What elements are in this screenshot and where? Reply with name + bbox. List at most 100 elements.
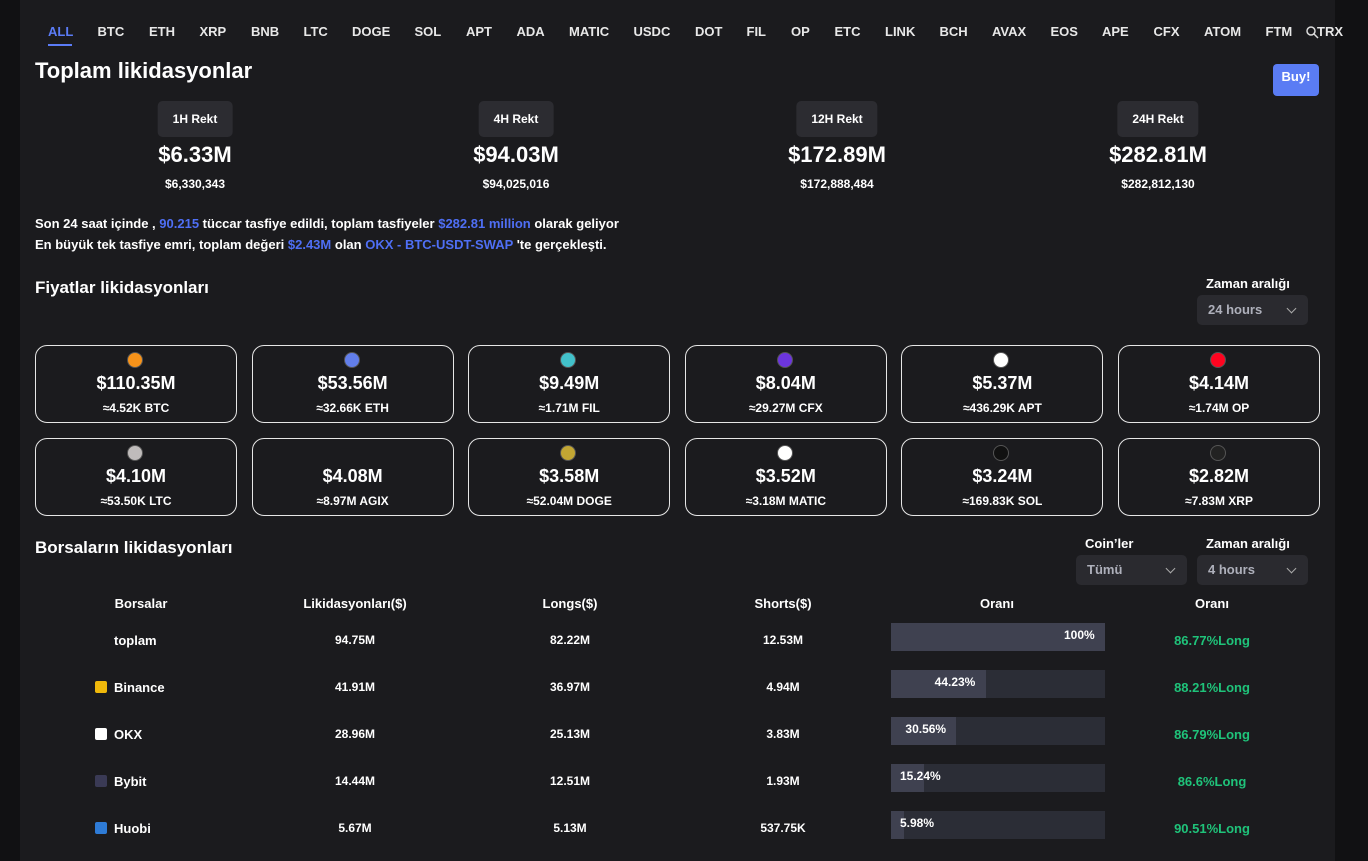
tab[interactable]: SOL [414, 24, 442, 39]
summary-title: Toplam likidasyonlar [35, 58, 253, 83]
tab[interactable]: BCH [939, 24, 968, 39]
table-header: Borsalar [114, 596, 168, 611]
coin-card[interactable] [251, 345, 454, 423]
rate-label: 100% [1064, 628, 1095, 642]
card-sub: ≈29.27M CFX [748, 401, 823, 415]
coin-icon [560, 445, 577, 461]
card-sub: ≈8.97M AGIX [316, 494, 389, 508]
tab[interactable]: CFX [1153, 24, 1180, 39]
coin-card[interactable] [468, 438, 671, 516]
table-cell: 3.83M [766, 727, 800, 741]
largest-amount: $2.43M [287, 237, 332, 252]
tab[interactable]: ADA [516, 24, 545, 39]
card-amount: $53.56M [317, 373, 388, 393]
rate-bar-bg [891, 764, 1105, 792]
rekt-short: $282.81M [1109, 142, 1207, 167]
rekt-label: 1H Rekt [157, 101, 233, 137]
coin-card[interactable] [684, 345, 887, 423]
coin-card[interactable] [1118, 345, 1320, 423]
long-ratio: 86.6%Long [1177, 774, 1247, 789]
tab[interactable]: BNB [251, 24, 280, 39]
tab[interactable]: LINK [885, 24, 916, 39]
card-sub: ≈52.04M DOGE [526, 494, 612, 508]
long-ratio: 86.79%Long [1174, 727, 1250, 742]
tab[interactable]: TRX [1317, 24, 1343, 39]
tab[interactable]: DOT [695, 24, 723, 39]
card-amount: $110.35M [96, 373, 176, 393]
tab[interactable]: XRP [199, 24, 227, 39]
exchange-name: Huobi [114, 821, 151, 836]
table-cell: 14.44M [334, 774, 376, 788]
rate-label: 30.56% [905, 722, 947, 736]
tab[interactable]: APT [466, 24, 492, 39]
table-cell: 4.94M [766, 680, 800, 694]
exchange-icon [95, 775, 107, 787]
tab[interactable]: ATOM [1204, 24, 1242, 39]
card-amount: $3.58M [539, 466, 600, 486]
tab[interactable]: ETC [834, 24, 861, 39]
card-amount: $4.14M [1188, 373, 1250, 393]
tab[interactable]: ALL [48, 24, 74, 39]
coin-icon [993, 352, 1010, 368]
exchange-icon [95, 681, 107, 693]
text: tüccar tasfiye edildi, toplam tasfiyeler [202, 216, 435, 231]
table-cell: 537.75K [760, 821, 806, 835]
search-icon[interactable] [1306, 26, 1319, 39]
trader-count: 90.215 [159, 216, 200, 231]
coin-icon [127, 445, 143, 461]
tab[interactable]: LTC [303, 24, 328, 39]
tab[interactable]: FTM [1265, 24, 1293, 39]
total-amount: $282.81 million [438, 216, 531, 231]
tab[interactable]: EOS [1050, 24, 1078, 39]
rekt-full: $282,812,130 [1121, 177, 1195, 191]
card-amount: $5.37M [972, 373, 1033, 393]
tab[interactable]: AVAX [992, 24, 1027, 39]
exchange-name: Bybit [114, 774, 147, 789]
card-sub: ≈4.52K BTC [102, 401, 170, 415]
table-cell: 41.91M [334, 680, 376, 694]
coin-card[interactable] [684, 438, 887, 516]
coin-card[interactable] [251, 438, 454, 516]
coin-icon [776, 445, 793, 461]
tab[interactable]: OP [791, 24, 810, 39]
tab[interactable]: USDC [633, 24, 671, 39]
coin-icon [776, 352, 793, 368]
tab[interactable]: APE [1102, 24, 1129, 39]
rekt-label: 4H Rekt [478, 101, 554, 137]
coin-card[interactable] [901, 438, 1104, 516]
tab[interactable]: BTC [97, 24, 125, 39]
rekt-full: $94,025,016 [482, 177, 550, 191]
tab[interactable]: MATIC [569, 24, 610, 39]
tab[interactable]: FIL [746, 24, 767, 39]
tab[interactable]: ETH [149, 24, 175, 39]
card-sub: ≈53.50K LTC [100, 494, 172, 508]
filter-select[interactable]: 4 hours [1197, 555, 1308, 585]
exchange-name: toplam [114, 633, 157, 648]
text: 'te gerçekleşti. [516, 237, 607, 252]
coin-card[interactable] [1118, 438, 1320, 516]
coin-icon [343, 352, 360, 368]
filter-select[interactable]: Tümü [1076, 555, 1187, 585]
exchange-name: OKX [114, 727, 143, 742]
coin-card[interactable] [901, 345, 1104, 423]
card-amount: $2.82M [1188, 466, 1250, 486]
rekt-short: $94.03M [473, 142, 559, 167]
table-cell: 12.51M [549, 774, 591, 788]
card-sub: ≈7.83M XRP [1185, 494, 1253, 508]
coin-card[interactable] [35, 345, 237, 423]
rekt-full: $172,888,484 [800, 177, 874, 191]
coin-card[interactable] [468, 345, 671, 423]
largest-pair[interactable]: OKX - BTC-USDT-SWAP [365, 237, 514, 252]
card-amount: $9.49M [539, 373, 600, 393]
card-amount: $4.10M [105, 466, 167, 486]
exchange-icon [95, 728, 107, 740]
time-select[interactable]: 24 hours [1197, 295, 1308, 325]
filter-label: Coin’ler [1085, 536, 1134, 551]
card-amount: $3.52M [755, 466, 816, 486]
filter-label: Zaman aralığı [1206, 276, 1290, 291]
tab-underline [48, 44, 72, 46]
tab[interactable]: DOGE [352, 24, 391, 39]
buy-button[interactable]: Buy! [1273, 64, 1319, 96]
table-header: Longs($) [542, 596, 598, 611]
coin-card[interactable] [35, 438, 237, 516]
